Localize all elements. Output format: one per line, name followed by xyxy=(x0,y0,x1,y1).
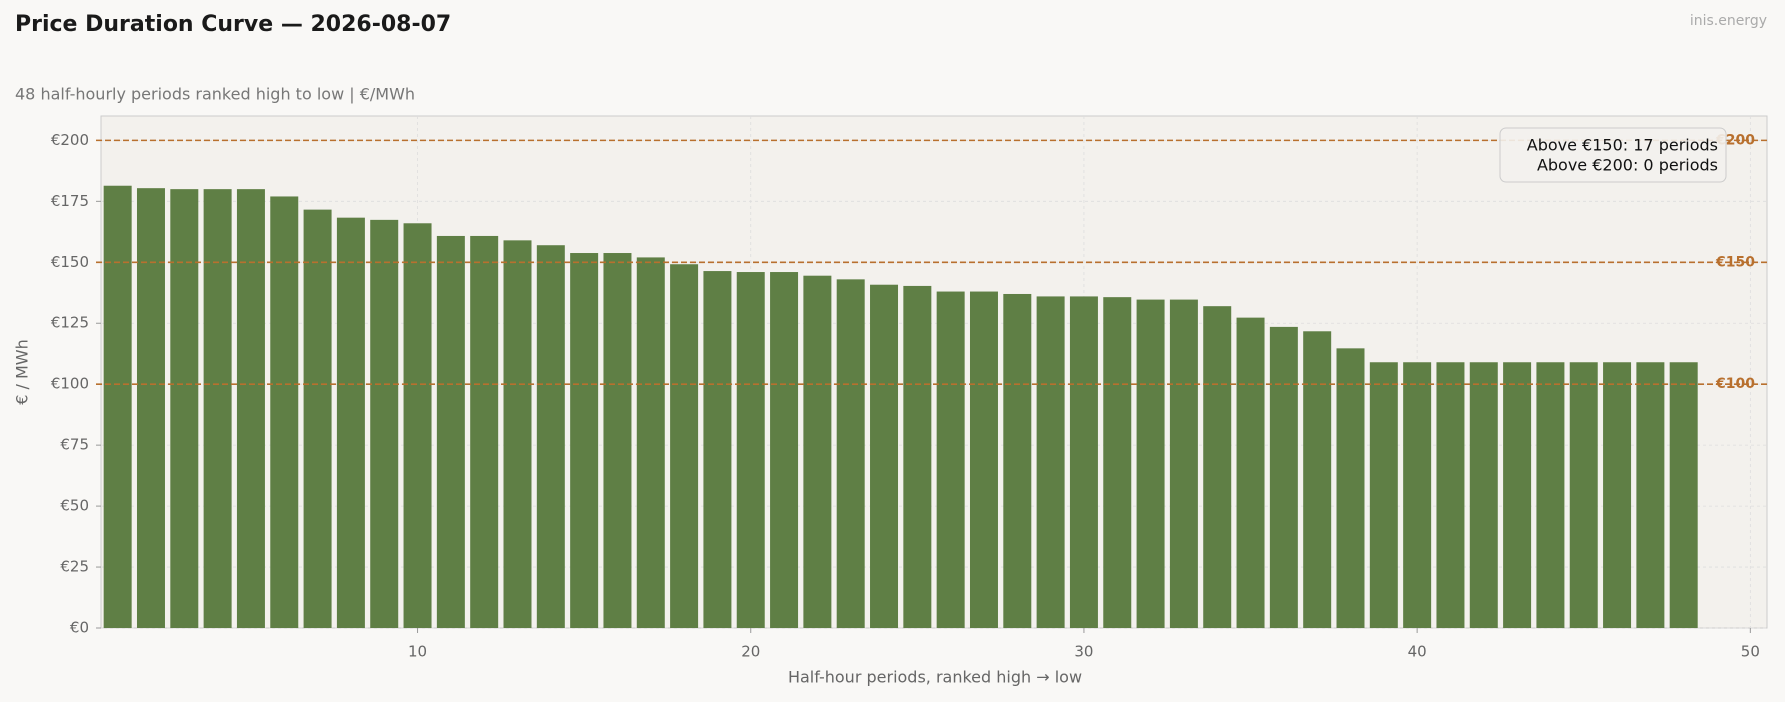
bar xyxy=(1069,296,1098,628)
annotation: Above €150: 17 periods xyxy=(1527,136,1718,155)
bar xyxy=(1369,362,1398,628)
bar xyxy=(103,185,132,628)
y-tick-label: €100 xyxy=(51,375,89,393)
bar xyxy=(703,271,732,628)
bar xyxy=(170,189,199,628)
y-tick-label: €125 xyxy=(51,314,89,332)
bar xyxy=(1669,362,1698,628)
bar xyxy=(1136,299,1165,628)
bar xyxy=(403,223,432,628)
bar xyxy=(736,272,765,628)
bar xyxy=(570,253,599,629)
watermark: inis.energy xyxy=(1690,13,1767,29)
bar xyxy=(536,245,565,628)
x-tick-label: 40 xyxy=(1408,643,1427,661)
reference-label: €100 xyxy=(1715,376,1755,392)
bar xyxy=(136,188,165,629)
bar xyxy=(303,209,332,628)
y-tick-label: €50 xyxy=(60,497,89,515)
bar xyxy=(270,196,299,628)
bar xyxy=(870,284,899,628)
bar xyxy=(1336,348,1365,628)
bar xyxy=(1303,331,1332,628)
bar xyxy=(470,235,499,628)
bar xyxy=(1536,362,1565,628)
y-axis-label: € / MWh xyxy=(13,339,32,405)
bar xyxy=(636,257,665,628)
bar xyxy=(1003,293,1032,628)
bar xyxy=(936,291,965,628)
bar xyxy=(1436,362,1465,628)
bar xyxy=(1603,362,1632,628)
bar xyxy=(1569,362,1598,628)
x-axis-label: Half-hour periods, ranked high → low xyxy=(788,668,1082,687)
y-tick-label: €25 xyxy=(60,558,89,576)
bar xyxy=(1036,296,1065,628)
bar xyxy=(1636,362,1665,628)
bar xyxy=(370,219,399,628)
bar xyxy=(903,285,932,628)
bar xyxy=(1503,362,1532,628)
bar xyxy=(436,235,465,628)
bar xyxy=(1269,326,1298,628)
bar xyxy=(236,189,265,628)
bar xyxy=(670,264,699,628)
bar xyxy=(1169,299,1198,628)
subtitle: 48 half-hourly periods ranked high to lo… xyxy=(15,85,415,104)
bar xyxy=(1236,317,1265,628)
y-tick-label: €175 xyxy=(51,192,89,210)
bar xyxy=(836,279,865,628)
bar xyxy=(603,253,632,629)
bar xyxy=(203,189,232,628)
bar xyxy=(503,240,532,629)
bar xyxy=(803,275,832,628)
x-tick-label: 50 xyxy=(1741,643,1760,661)
chart-title: Price Duration Curve — 2026-08-07 xyxy=(15,12,451,37)
x-tick-label: 10 xyxy=(408,643,427,661)
y-tick-label: €200 xyxy=(51,131,89,149)
bar xyxy=(1469,362,1498,628)
x-tick-label: 20 xyxy=(741,643,760,661)
annotation: Above €200: 0 periods xyxy=(1537,156,1718,175)
x-tick-label: 30 xyxy=(1074,643,1093,661)
y-tick-label: €150 xyxy=(51,253,89,271)
bar xyxy=(969,291,998,628)
bar xyxy=(770,272,799,628)
y-tick-label: €75 xyxy=(60,436,89,454)
y-tick-label: €0 xyxy=(70,619,89,637)
annotation-box xyxy=(1499,127,1727,183)
bar xyxy=(1203,306,1232,628)
bar xyxy=(1403,362,1432,628)
bar xyxy=(336,217,365,628)
bar xyxy=(1103,297,1132,628)
reference-label: €150 xyxy=(1715,254,1755,270)
